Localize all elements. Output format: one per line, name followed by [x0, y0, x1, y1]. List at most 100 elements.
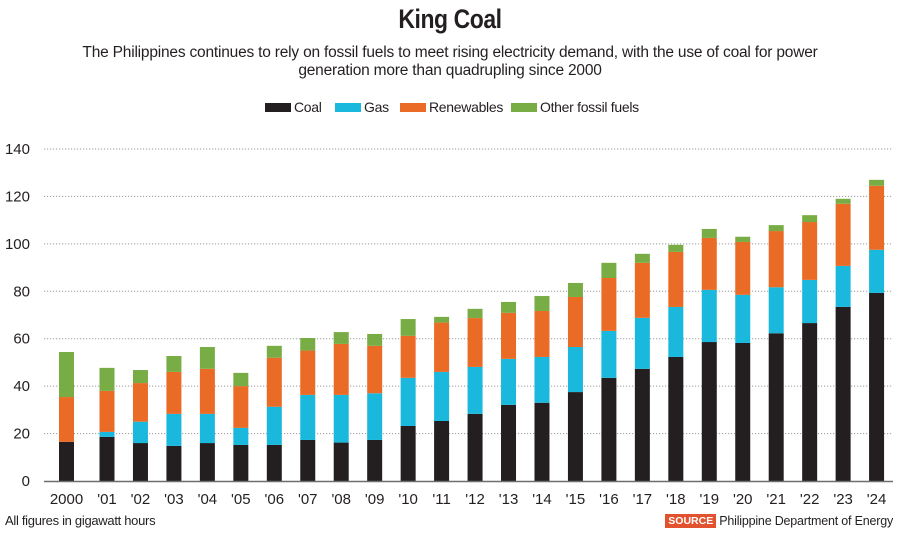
bar-segment-other-fossil-fuels — [835, 198, 851, 204]
bar-segment-gas — [835, 265, 851, 307]
bar-group — [333, 332, 349, 481]
x-tick-label: '11 — [432, 491, 450, 508]
bar-segment-coal — [501, 404, 517, 481]
bar-segment-renewables — [300, 350, 316, 395]
bar-group — [132, 370, 148, 481]
bar-segment-coal — [434, 421, 450, 481]
bar-segment-coal — [166, 445, 182, 481]
bar-segment-renewables — [601, 278, 617, 331]
legend-item-other-fossil-fuels: Other fossil fuels — [511, 98, 639, 116]
x-tick-label: '02 — [131, 491, 151, 508]
bar-group — [400, 319, 416, 481]
bar-segment-renewables — [132, 383, 148, 422]
x-tick-label: '13 — [499, 491, 519, 508]
bar-segment-renewables — [567, 296, 583, 348]
bar-segment-coal — [300, 439, 316, 481]
bar-group — [367, 333, 383, 481]
x-tick-label: '01 — [97, 491, 117, 508]
bars — [59, 179, 885, 481]
bar-segment-gas — [501, 358, 517, 405]
bar-segment-other-fossil-fuels — [701, 228, 717, 238]
y-axis: 0 20 40 60 80 100 120 140 — [5, 141, 30, 490]
y-tick-label: 140 — [5, 141, 30, 158]
bar-segment-gas — [869, 249, 885, 293]
x-tick-label: 2000 — [50, 491, 83, 508]
y-tick-label: 40 — [13, 378, 30, 395]
bar-segment-gas — [233, 427, 249, 445]
x-tick-label: '22 — [800, 491, 820, 508]
bar-segment-renewables — [802, 222, 818, 280]
legend: Coal Gas Renewables Other fossil fuels — [0, 98, 900, 116]
x-tick-label: '04 — [198, 491, 218, 508]
bar-segment-gas — [166, 413, 182, 446]
bar-segment-gas — [367, 393, 383, 440]
bar-segment-coal — [99, 436, 115, 481]
x-tick-label: '18 — [666, 491, 686, 508]
x-tick-label: '19 — [699, 491, 719, 508]
bar-segment-coal — [233, 444, 249, 481]
bar-group — [534, 296, 550, 481]
bar-segment-other-fossil-fuels — [367, 333, 383, 346]
bar-group — [668, 244, 684, 481]
y-tick-label: 20 — [13, 426, 30, 443]
bar-segment-gas — [467, 366, 483, 414]
bar-segment-gas — [768, 287, 784, 334]
bar-group — [266, 345, 282, 481]
x-tick-label: '14 — [532, 491, 552, 508]
bar-segment-other-fossil-fuels — [300, 338, 316, 351]
bar-group — [199, 347, 215, 481]
bar-segment-gas — [601, 330, 617, 378]
bar-segment-renewables — [501, 312, 517, 359]
bar-segment-gas — [434, 371, 450, 422]
x-tick-label: '05 — [231, 491, 251, 508]
bar-segment-coal — [266, 444, 282, 481]
bar-segment-other-fossil-fuels — [233, 372, 249, 387]
bar-segment-other-fossil-fuels — [400, 319, 416, 336]
bar-segment-renewables — [434, 322, 450, 372]
bar-segment-gas — [333, 394, 349, 443]
bar-segment-other-fossil-fuels — [567, 282, 583, 297]
bar-group — [166, 356, 182, 481]
bar-segment-renewables — [668, 251, 684, 307]
source-text: Philippine Department of Energy — [719, 514, 893, 528]
bar-group — [735, 236, 751, 481]
bar-segment-renewables — [367, 345, 383, 394]
bar-segment-coal — [668, 356, 684, 481]
legend-swatch-coal — [265, 102, 291, 112]
chart-subtitle: The Philippines continues to rely on fos… — [10, 44, 890, 80]
bar-group — [501, 301, 517, 481]
subtitle-line-1: The Philippines continues to rely on fos… — [82, 44, 818, 61]
bar-segment-coal — [835, 306, 851, 481]
bar-segment-coal — [199, 443, 215, 481]
bar-segment-gas — [400, 377, 416, 426]
bar-segment-renewables — [333, 343, 349, 395]
bar-segment-renewables — [701, 237, 717, 290]
bar-segment-renewables — [869, 185, 885, 250]
bar-segment-gas — [634, 317, 650, 369]
y-tick-label: 100 — [5, 236, 30, 253]
chart-title: King Coal — [398, 4, 502, 34]
x-tick-label: '07 — [298, 491, 318, 508]
bar-segment-other-fossil-fuels — [467, 308, 483, 319]
bar-segment-coal — [400, 425, 416, 481]
bar-segment-renewables — [400, 335, 416, 378]
y-tick-label: 0 — [22, 473, 30, 490]
bar-segment-renewables — [233, 386, 249, 428]
legend-label-renewables: Renewables — [429, 99, 504, 115]
y-tick-label: 60 — [13, 331, 30, 348]
bar-segment-coal — [634, 368, 650, 481]
bar-segment-other-fossil-fuels — [59, 351, 74, 398]
bar-segment-coal — [601, 377, 617, 481]
bar-segment-other-fossil-fuels — [266, 345, 282, 358]
bar-segment-coal — [132, 443, 148, 481]
bar-segment-gas — [534, 356, 550, 403]
x-tick-label: '15 — [566, 491, 586, 508]
bar-segment-other-fossil-fuels — [434, 316, 450, 323]
bar-segment-coal — [869, 292, 885, 481]
bar-segment-coal — [367, 439, 383, 481]
bar-segment-gas — [668, 306, 684, 357]
bar-segment-coal — [802, 323, 818, 481]
bar-segment-gas — [99, 431, 115, 437]
x-tick-label: '09 — [365, 491, 385, 508]
bar-segment-renewables — [99, 390, 115, 432]
